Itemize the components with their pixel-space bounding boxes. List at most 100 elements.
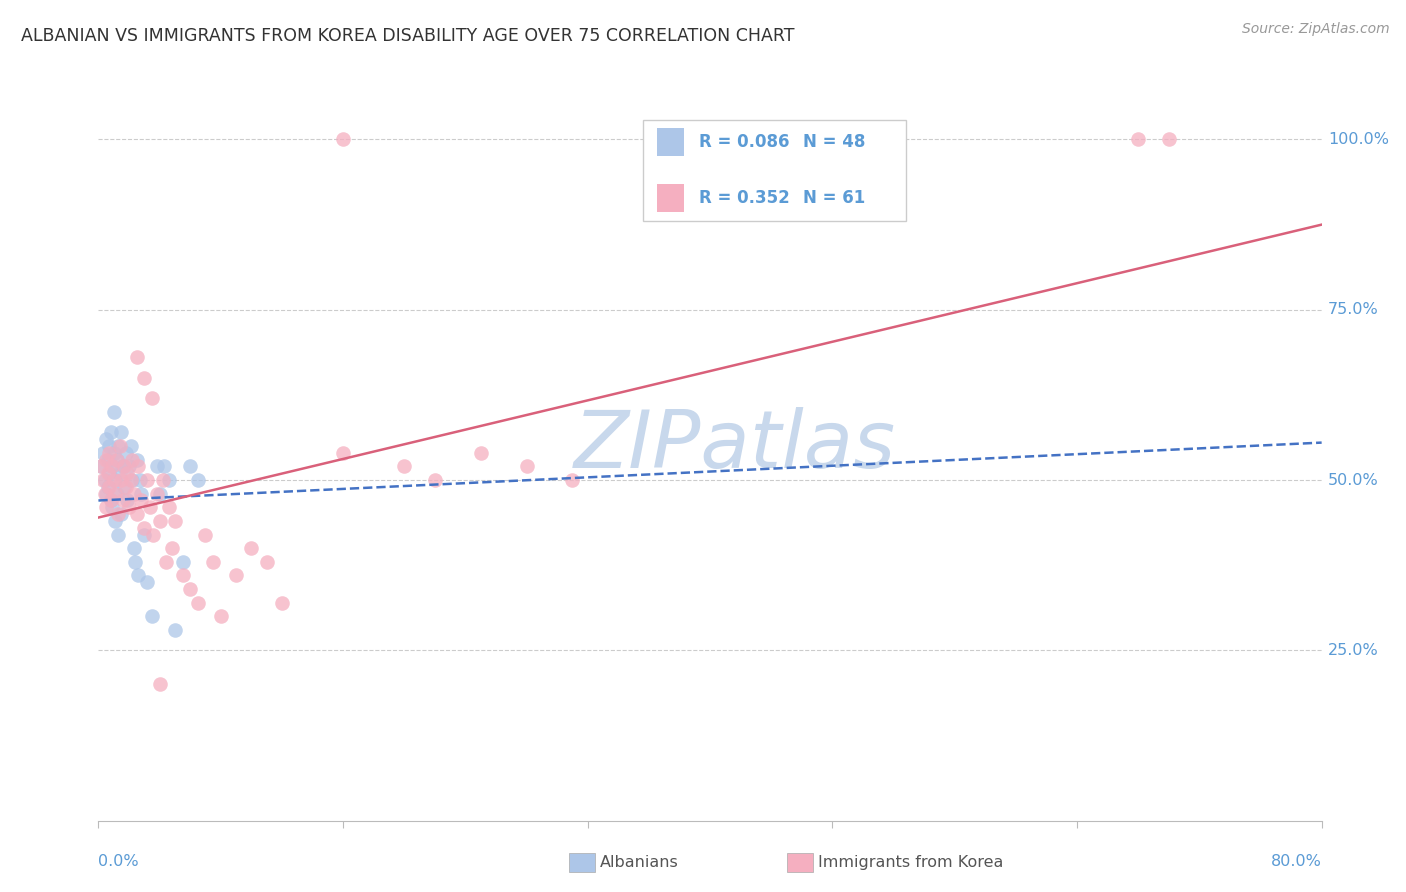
Text: 50.0%: 50.0% [1327,473,1378,488]
Text: ALBANIAN VS IMMIGRANTS FROM KOREA DISABILITY AGE OVER 75 CORRELATION CHART: ALBANIAN VS IMMIGRANTS FROM KOREA DISABI… [21,27,794,45]
Point [101,459,124,474]
Text: R = 0.352: R = 0.352 [699,189,790,207]
Point [120,439,142,453]
Point [100,425,122,440]
Point [98,480,121,494]
Point [110,473,132,487]
Text: ZIPatlas: ZIPatlas [574,407,896,485]
Point [392,459,416,474]
Point [104,473,127,487]
Point [1128,132,1150,146]
Point [516,459,538,474]
Point [94,486,117,500]
Point [110,507,132,521]
Bar [658,184,685,212]
Point [157,500,180,515]
Point [128,473,150,487]
Point [107,527,129,541]
Point [141,609,163,624]
Point [105,452,128,467]
Text: Source: ZipAtlas.com: Source: ZipAtlas.com [1241,22,1389,37]
Point [108,439,131,453]
Point [111,459,134,474]
Point [112,459,135,474]
Point [153,459,176,474]
Point [120,473,142,487]
Point [115,480,138,494]
Point [134,527,156,541]
Point [103,473,125,487]
Text: R = 0.086: R = 0.086 [699,133,790,151]
Point [142,527,165,541]
Text: 25.0%: 25.0% [1327,643,1378,657]
Point [149,486,172,500]
Point [107,439,129,453]
Point [202,555,225,569]
Point [172,555,194,569]
Point [1157,132,1180,146]
Point [163,514,186,528]
Point [93,486,115,500]
Point [163,623,186,637]
Point [90,459,112,474]
Point [332,446,354,460]
Point [125,452,148,467]
Point [141,392,163,406]
Point [105,486,128,500]
Point [94,452,117,467]
FancyBboxPatch shape [643,120,905,221]
Point [97,467,120,481]
Point [127,459,149,474]
Point [179,582,201,596]
Point [101,500,124,515]
Text: N = 61: N = 61 [803,189,865,207]
Text: 100.0%: 100.0% [1327,132,1389,147]
Point [209,609,232,624]
Point [112,480,135,494]
Point [94,500,117,515]
Point [129,486,152,500]
Point [98,446,121,460]
Point [423,473,446,487]
Text: 80.0%: 80.0% [1271,855,1322,870]
Point [104,514,127,528]
Point [97,452,120,467]
Point [111,493,134,508]
Point [240,541,263,556]
Point [256,555,278,569]
Point [225,568,247,582]
Point [155,555,177,569]
Point [91,473,114,487]
Point [561,473,583,487]
Point [110,425,132,440]
Point [93,473,115,487]
Point [100,493,122,508]
Point [104,486,127,500]
Point [332,132,354,146]
Point [101,459,124,474]
Point [108,467,131,481]
Point [136,473,159,487]
Point [122,541,145,556]
Point [172,568,194,582]
Point [134,521,156,535]
Point [145,459,167,474]
Point [94,432,117,446]
Point [98,439,121,453]
Point [187,596,209,610]
Text: Immigrants from Korea: Immigrants from Korea [818,855,1004,870]
Point [103,446,125,460]
Point [117,493,139,508]
Point [90,459,112,474]
Text: 0.0%: 0.0% [98,855,139,870]
Point [118,500,141,515]
Point [121,473,143,487]
Point [179,459,201,474]
Point [127,568,149,582]
Text: 75.0%: 75.0% [1327,302,1378,318]
Point [136,575,159,590]
Point [149,677,172,691]
Point [152,473,174,487]
Point [194,527,217,541]
Point [187,473,209,487]
